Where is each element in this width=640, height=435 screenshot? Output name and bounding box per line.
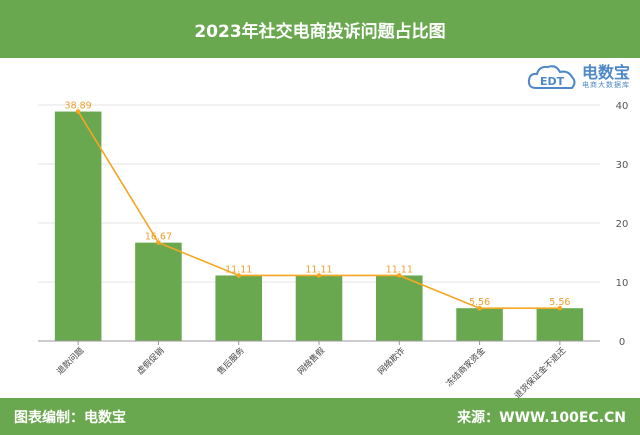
line-point (156, 240, 161, 245)
x-category-label: 网络欺诈 (376, 345, 408, 377)
data-labels: 38.89 16.67 11.11 11.11 11.11 5.56 5.56 (65, 101, 571, 309)
data-label: 5.56 (469, 297, 490, 308)
line-series (75, 109, 563, 311)
data-label: 11.11 (305, 264, 332, 275)
y-axis: 0 10 20 30 40 (616, 101, 629, 348)
x-category-label: 退款问题 (54, 345, 86, 377)
y-tick-label: 0 (619, 337, 625, 348)
line-point (396, 273, 402, 278)
y-tick-label: 40 (616, 101, 629, 112)
chart-header: 2023年社交电商投诉问题占比图 (0, 0, 640, 58)
y-tick-label: 20 (616, 219, 629, 230)
line-point (557, 305, 563, 311)
bar (456, 308, 503, 341)
logo-brand-text: 电数宝 (581, 62, 630, 82)
footer-source: 来源：WWW.100EC.CN (457, 409, 626, 426)
bar (54, 111, 102, 341)
data-label: 5.56 (549, 297, 570, 308)
x-axis: 退款问题 虚假促销 售后服务 网络售假 网络欺诈 冻结商家资金 退货保证金不退还 (38, 340, 600, 398)
bar-line-chart: 38.89 16.67 11.11 11.11 11.11 5.56 5.56 0 10 20 3… (38, 101, 629, 398)
line-point (75, 109, 81, 114)
grid-lines (38, 104, 600, 283)
y-tick-label: 10 (616, 278, 629, 289)
data-label: 11.11 (225, 264, 252, 275)
chart-footer: 图表编制：电数宝 来源：WWW.100EC.CN (0, 398, 640, 435)
chart-title: 2023年社交电商投诉问题占比图 (194, 21, 446, 42)
footer-credit: 图表编制：电数宝 (14, 409, 126, 426)
x-category-label: 售后服务 (215, 345, 247, 377)
bar (135, 242, 182, 341)
bar (376, 275, 423, 341)
y-tick-label: 30 (616, 160, 629, 171)
bar-series (54, 111, 584, 341)
logo-tagline: 电商大数据库 (581, 80, 630, 89)
line-point (316, 273, 322, 278)
bar (215, 275, 262, 341)
line-point (477, 305, 482, 311)
line-point (236, 273, 242, 278)
x-category-label: 退货保证金不退还 (512, 345, 568, 398)
brand-logo: EDT 电数宝 电商大数据库 (526, 62, 630, 92)
data-label: 11.11 (386, 264, 413, 275)
logo-badge: EDT (540, 75, 565, 88)
x-category-label: 网络售假 (295, 345, 327, 377)
data-label: 38.89 (65, 101, 92, 112)
cloud-logo-icon: EDT (527, 65, 576, 89)
bar (536, 308, 584, 341)
data-label: 16.67 (145, 232, 172, 243)
x-category-label: 虚假促销 (135, 345, 167, 377)
x-category-label: 冻结商家资金 (444, 345, 488, 389)
bar (295, 275, 343, 341)
